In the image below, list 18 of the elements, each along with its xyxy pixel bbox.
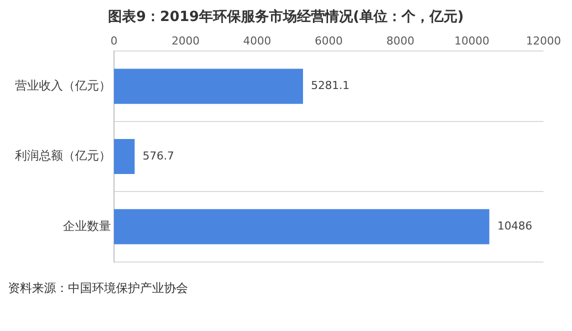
y-tick-label: 营业收入（亿元） bbox=[15, 78, 111, 92]
text: 资料来源：中国环境保护产业协会 bbox=[8, 280, 189, 297]
x-tick-label: 6000 bbox=[314, 34, 343, 48]
y-tick-label: 利润总额（亿元） bbox=[15, 148, 111, 163]
x-tick-label: 12000 bbox=[526, 34, 562, 48]
x-tick-label: 10000 bbox=[454, 34, 490, 48]
chart-title: 图表9：2019年环保服务市场经营情况(单位：个，亿元) bbox=[107, 8, 465, 26]
bar bbox=[114, 138, 135, 174]
x-tick-label: 8000 bbox=[386, 34, 414, 48]
y-tick-label: 企业数量 bbox=[63, 218, 111, 233]
x-tick-label: 4000 bbox=[243, 34, 272, 48]
x-tick-label: 2000 bbox=[172, 34, 200, 48]
bar bbox=[114, 209, 490, 244]
data-label: 5281.1 bbox=[311, 79, 350, 92]
data-label: 576.7 bbox=[142, 149, 174, 162]
x-tick-label: 0 bbox=[110, 34, 118, 48]
data-label: 10486 bbox=[497, 220, 532, 233]
bar bbox=[114, 68, 304, 104]
